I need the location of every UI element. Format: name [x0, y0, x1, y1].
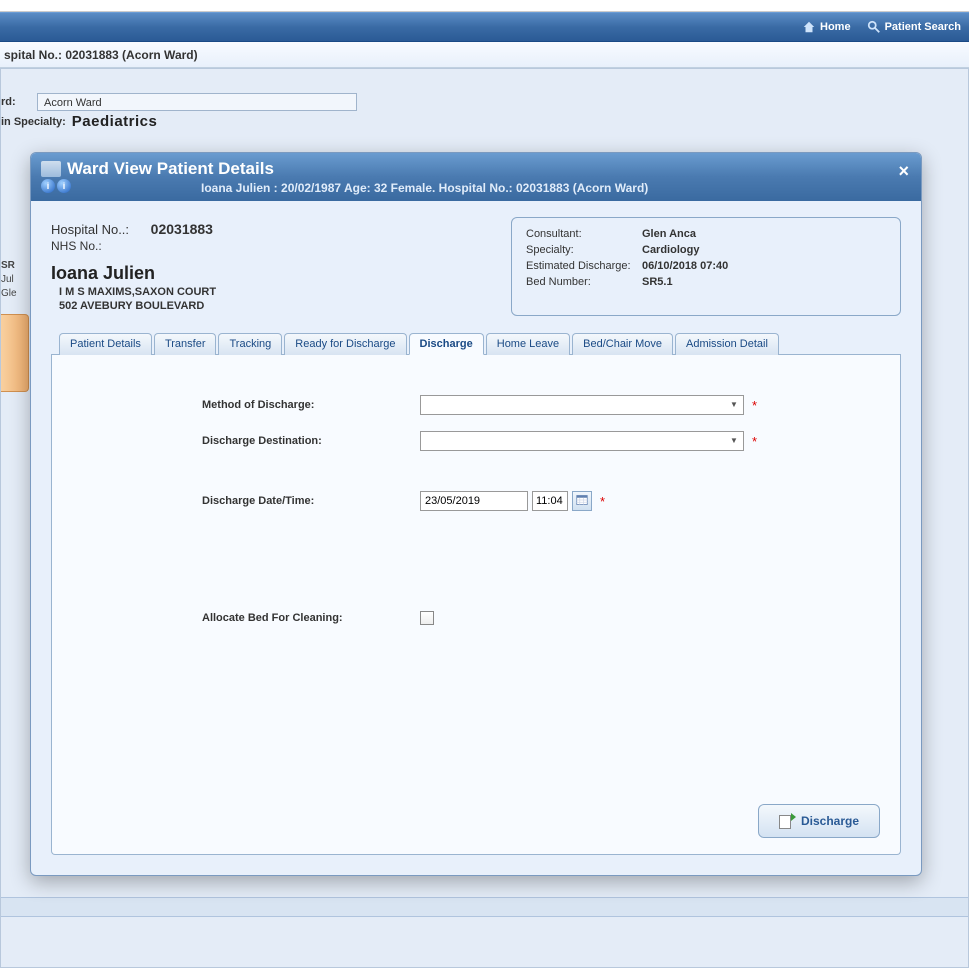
- home-icon: [802, 20, 816, 34]
- app-icon: [41, 161, 61, 177]
- side-fragment: SR Jul Gle: [1, 259, 31, 301]
- required-star: *: [600, 494, 605, 509]
- search-icon: [867, 20, 881, 34]
- tabs: Patient Details Transfer Tracking Ready …: [51, 332, 901, 355]
- tab-ready-for-discharge[interactable]: Ready for Discharge: [284, 333, 406, 355]
- tab-patient-details[interactable]: Patient Details: [59, 333, 152, 355]
- tab-tracking[interactable]: Tracking: [218, 333, 282, 355]
- specialty-bg-value: Paediatrics: [72, 113, 158, 130]
- patient-name: Ioana Julien: [51, 263, 495, 284]
- discharge-date-input[interactable]: [420, 491, 528, 511]
- consultant-label: Consultant:: [526, 228, 642, 240]
- info-icon[interactable]: i: [57, 179, 71, 193]
- nav-patient-search-label: Patient Search: [885, 21, 961, 33]
- destination-label: Discharge Destination:: [202, 435, 420, 447]
- bg-bottom-strip: [1, 897, 968, 917]
- calendar-icon: [576, 494, 588, 509]
- modal-title: Ward View Patient Details: [67, 159, 274, 179]
- ward-label: rd:: [1, 96, 37, 108]
- discharge-button[interactable]: Discharge: [758, 804, 880, 838]
- discharge-icon: [779, 813, 795, 829]
- calendar-button[interactable]: [572, 491, 592, 511]
- modal-header: Ward View Patient Details Ioana Julien :…: [31, 153, 921, 201]
- bed-number-label: Bed Number:: [526, 276, 642, 288]
- nav-home-label: Home: [820, 21, 851, 33]
- hospital-no-value: 02031883: [151, 221, 213, 237]
- datetime-label: Discharge Date/Time:: [202, 495, 420, 507]
- modal-subtitle: Ioana Julien : 20/02/1987 Age: 32 Female…: [201, 181, 909, 195]
- allocate-label: Allocate Bed For Cleaning:: [202, 612, 420, 624]
- specialty-bg-label: in Specialty:: [1, 116, 66, 128]
- close-button[interactable]: ×: [898, 161, 909, 182]
- method-dropdown[interactable]: ▼: [420, 395, 744, 415]
- patient-address-2: 502 AVEBURY BOULEVARD: [59, 300, 495, 312]
- est-discharge-label: Estimated Discharge:: [526, 260, 642, 272]
- info-icons: i i: [41, 179, 71, 193]
- ward-value: Acorn Ward: [37, 93, 357, 111]
- required-star: *: [752, 434, 757, 449]
- consultant-value: Glen Anca: [642, 228, 696, 240]
- context-text: spital No.: 02031883 (Acorn Ward): [4, 48, 198, 62]
- specialty-label: Specialty:: [526, 244, 642, 256]
- modal-body: Hospital No..: 02031883 NHS No.: Ioana J…: [31, 201, 921, 875]
- nav-bar: Home Patient Search: [0, 12, 969, 42]
- close-icon: ×: [898, 161, 909, 181]
- specialty-value: Cardiology: [642, 244, 699, 256]
- method-label: Method of Discharge:: [202, 399, 420, 411]
- est-discharge-value: 06/10/2018 07:40: [642, 260, 728, 272]
- tab-transfer[interactable]: Transfer: [154, 333, 217, 355]
- discharge-time-input[interactable]: [532, 491, 568, 511]
- allocate-checkbox[interactable]: [420, 611, 434, 625]
- destination-dropdown[interactable]: ▼: [420, 431, 744, 451]
- tab-admission-detail[interactable]: Admission Detail: [675, 333, 779, 355]
- nav-home[interactable]: Home: [802, 20, 851, 34]
- bed-number-value: SR5.1: [642, 276, 673, 288]
- tab-bed-chair-move[interactable]: Bed/Chair Move: [572, 333, 673, 355]
- hospital-no-label: Hospital No..:: [51, 222, 129, 237]
- discharge-button-label: Discharge: [801, 814, 859, 828]
- summary-right: Consultant: Glen Anca Specialty: Cardiol…: [511, 217, 901, 316]
- top-bar: [0, 0, 969, 12]
- discharge-form: Method of Discharge: ▼ * Discharge Desti…: [51, 355, 901, 855]
- nhs-no-label: NHS No.:: [51, 239, 495, 253]
- summary-left: Hospital No..: 02031883 NHS No.: Ioana J…: [51, 217, 495, 316]
- side-orange-box: [1, 314, 29, 392]
- tab-home-leave[interactable]: Home Leave: [486, 333, 570, 355]
- chevron-down-icon: ▼: [727, 398, 741, 412]
- patient-details-modal: Ward View Patient Details Ioana Julien :…: [30, 152, 922, 876]
- context-bar: spital No.: 02031883 (Acorn Ward): [0, 42, 969, 68]
- patient-summary: Hospital No..: 02031883 NHS No.: Ioana J…: [51, 217, 901, 316]
- patient-address-1: I M S MAXIMS,SAXON COURT: [59, 286, 495, 298]
- tab-discharge[interactable]: Discharge: [409, 333, 484, 355]
- nav-patient-search[interactable]: Patient Search: [867, 20, 961, 34]
- required-star: *: [752, 398, 757, 413]
- info-icon[interactable]: i: [41, 179, 55, 193]
- chevron-down-icon: ▼: [727, 434, 741, 448]
